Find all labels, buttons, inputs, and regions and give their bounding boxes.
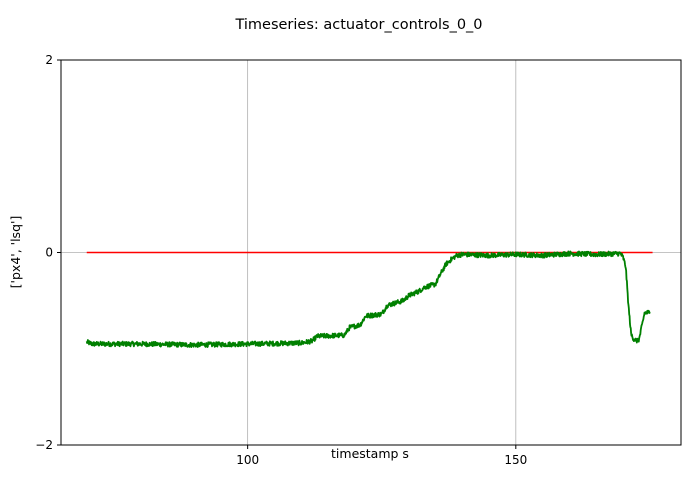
y-axis-label: ['px4', 'lsq']	[8, 216, 23, 289]
y-tick-label: −2	[35, 438, 53, 452]
x-axis-label: timestamp s	[331, 446, 409, 461]
chart-title: Timeseries: actuator_controls_0_0	[234, 17, 482, 33]
y-tick-label: 2	[45, 53, 53, 67]
series-layer	[85, 250, 653, 348]
tick-layer: 100 150 −2 0 2	[35, 53, 527, 467]
series-line-green	[85, 250, 651, 348]
x-tick-label: 100	[236, 453, 259, 467]
y-tick-label: 0	[45, 246, 53, 260]
x-tick-label: 150	[504, 453, 527, 467]
